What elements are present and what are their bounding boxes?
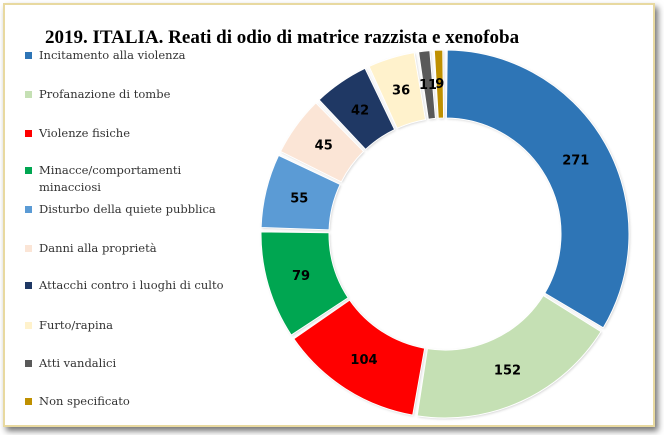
- legend-swatch: [25, 322, 32, 329]
- donut-chart: 271 152 104 79 55 45 42 36 119: [260, 49, 630, 419]
- slice-value-label: 42: [351, 103, 369, 118]
- legend-swatch: [25, 398, 32, 405]
- slice-value-label: 45: [315, 139, 333, 154]
- legend-label: Attacchi contro i luoghi di culto: [39, 278, 224, 292]
- legend-label: Profanazione di tombe: [39, 87, 171, 101]
- slice-value-label: 79: [292, 269, 310, 284]
- legend-label: Disturbo della quiete pubblica: [39, 202, 216, 216]
- donut-slice: [260, 154, 341, 231]
- slice-value-label: 11: [419, 78, 437, 93]
- slice-value-label: 36: [392, 84, 410, 99]
- legend-label: Atti vandalici: [39, 356, 117, 370]
- donut-slice: [279, 102, 365, 183]
- donut-slice: [445, 49, 630, 329]
- donut-slice: [416, 294, 602, 419]
- legend-swatch: [25, 167, 32, 174]
- slice-value-label: 104: [350, 353, 377, 368]
- slice-value-label: 271: [562, 154, 589, 169]
- chart-title: 2019. ITALIA. Reati di odio di matrice r…: [45, 27, 520, 48]
- legend-label: Furto/rapina: [39, 318, 113, 332]
- slice-value-label: 9: [435, 77, 444, 92]
- legend-swatch: [25, 360, 32, 367]
- donut-slice: [418, 50, 436, 120]
- slice-value-label: 152: [494, 363, 521, 378]
- legend-swatch: [25, 282, 32, 289]
- legend-label: Incitamento alla violenza: [39, 48, 186, 62]
- donut-slice: [260, 231, 349, 336]
- donut-slice: [368, 52, 427, 130]
- chart-frame: 2019. ITALIA. Reati di odio di matrice r…: [3, 3, 655, 427]
- legend-swatch: [25, 91, 32, 98]
- slice-value-label: 55: [290, 192, 308, 207]
- donut-slice: [318, 67, 396, 151]
- legend-label: Danni alla proprietà: [39, 241, 157, 255]
- donut-slice: [433, 49, 445, 119]
- donut-slice: [293, 299, 426, 416]
- legend-swatch: [25, 52, 32, 59]
- legend-swatch: [25, 206, 32, 213]
- legend-label: Violenze fisiche: [39, 126, 131, 140]
- legend-label: Minacce/comportamenti minacciosi: [39, 163, 182, 194]
- legend-swatch: [25, 130, 32, 137]
- legend-label: Non specificato: [39, 394, 130, 408]
- legend-swatch: [25, 245, 32, 252]
